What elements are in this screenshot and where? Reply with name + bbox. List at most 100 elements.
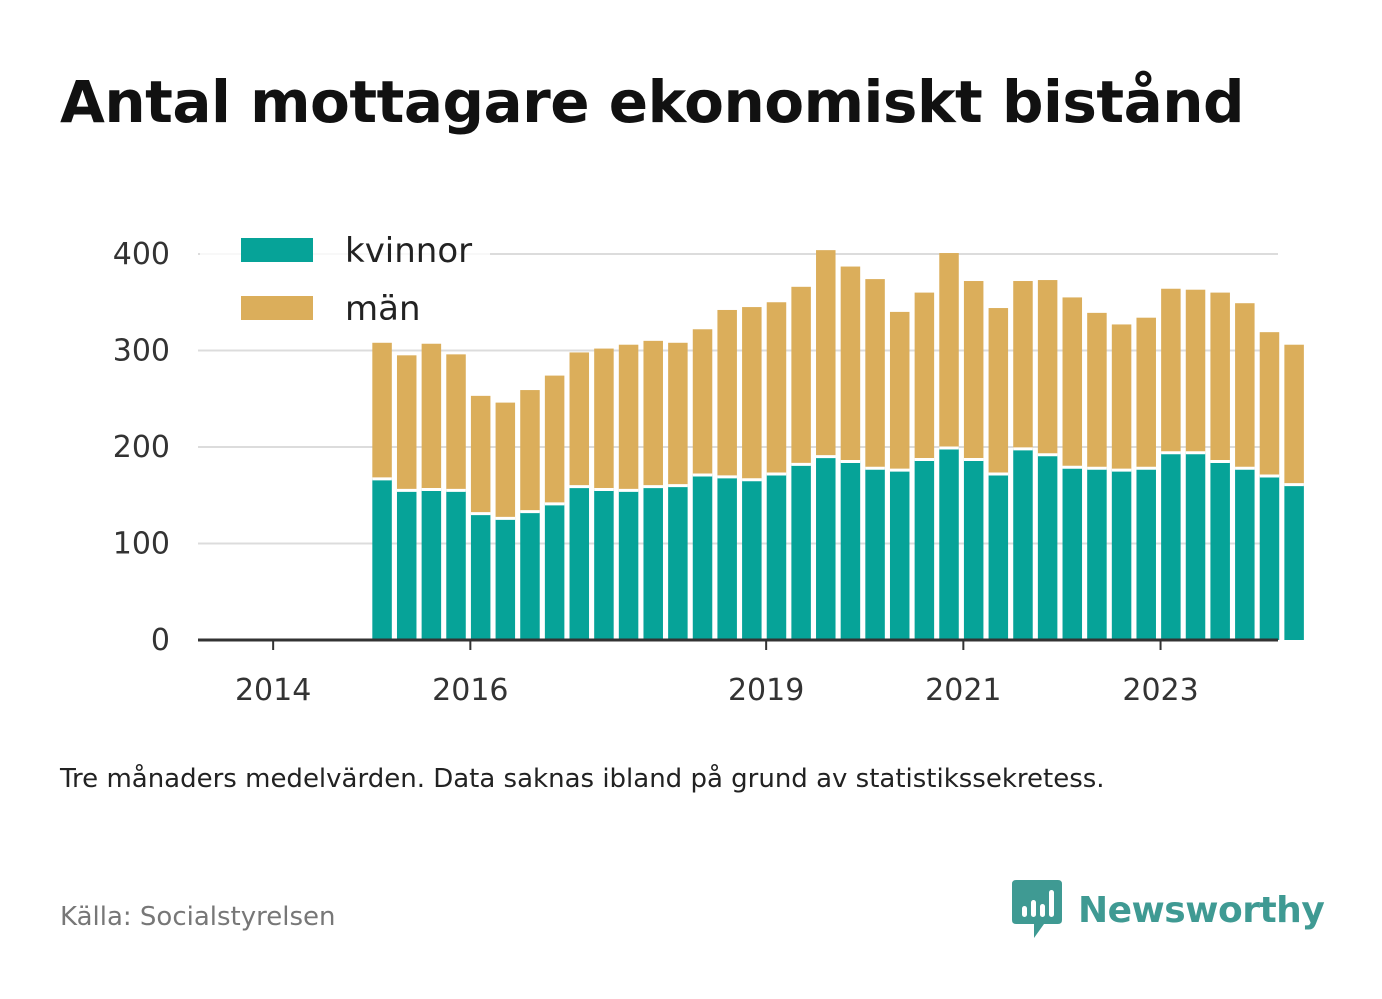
bar-kvinnor <box>865 468 885 640</box>
bar-man <box>1284 344 1304 485</box>
bar-kvinnor <box>742 479 762 640</box>
bar-kvinnor <box>1185 452 1206 640</box>
bar-man <box>1013 281 1033 449</box>
bar-man <box>1161 288 1181 453</box>
bar-man <box>594 348 614 490</box>
x-tick-label: 2023 <box>1122 673 1198 708</box>
bar-kvinnor <box>988 474 1009 640</box>
bar-kvinnor <box>446 490 466 640</box>
y-tick-label: 100 <box>113 527 170 562</box>
legend-swatch <box>241 238 313 262</box>
bar-man <box>1259 332 1280 476</box>
bar-kvinnor <box>520 511 540 640</box>
bar-kvinnor <box>1284 484 1304 640</box>
bar-man <box>470 395 491 514</box>
bar-man <box>495 402 516 519</box>
x-tick-label: 2014 <box>235 673 311 708</box>
bar-kvinnor <box>1210 461 1230 640</box>
bar-man <box>1185 289 1206 453</box>
bar-kvinnor <box>1037 454 1058 640</box>
bar-kvinnor <box>1111 470 1132 640</box>
legend-label: kvinnor <box>345 231 472 271</box>
bar-man <box>1210 292 1230 462</box>
bar-kvinnor <box>766 474 787 640</box>
bar-kvinnor <box>914 459 935 640</box>
bar-kvinnor <box>692 474 713 640</box>
bar-man <box>914 292 935 460</box>
y-tick-label: 300 <box>113 334 170 369</box>
x-tick-label: 2016 <box>432 673 508 708</box>
bar-man <box>544 375 565 504</box>
bar-kvinnor <box>1087 468 1107 640</box>
bar-man <box>372 342 392 479</box>
bar-kvinnor <box>717 476 737 640</box>
bar-kvinnor <box>840 461 861 640</box>
legend-swatch <box>241 296 313 320</box>
bar-kvinnor <box>939 447 959 640</box>
bar-kvinnor <box>421 489 442 640</box>
bar-man <box>1062 297 1083 468</box>
x-axis-ticks: 2014 2016 2019 2021 2023 <box>235 640 1199 708</box>
y-tick-label: 200 <box>113 430 170 465</box>
bar-man <box>643 340 663 487</box>
y-axis-ticks: 0 100 200 300 400 <box>113 237 170 658</box>
bar-man <box>569 352 590 487</box>
bar-kvinnor <box>1259 475 1280 640</box>
bar-man <box>421 343 442 490</box>
bar-man <box>1235 303 1255 469</box>
bar-man <box>939 253 959 448</box>
bar-man <box>618 344 639 491</box>
bar-man <box>988 308 1009 475</box>
bar-man <box>1087 312 1107 469</box>
bar-kvinnor <box>643 486 663 640</box>
chart-note: Tre månaders medelvärden. Data saknas ib… <box>60 764 1105 794</box>
newsworthy-logo: Newsworthy <box>1012 880 1325 940</box>
legend: kvinnor män <box>200 226 490 332</box>
bars <box>372 250 1304 640</box>
bar-kvinnor <box>470 513 491 640</box>
bar-man <box>1037 280 1058 455</box>
bar-kvinnor <box>396 490 417 640</box>
bar-man <box>668 342 688 486</box>
bar-man <box>889 311 910 471</box>
bar-man <box>865 279 885 469</box>
bar-man <box>816 250 836 457</box>
bar-kvinnor <box>963 459 984 640</box>
bar-kvinnor <box>569 486 590 640</box>
source-credit: Källa: Socialstyrelsen <box>60 902 336 932</box>
legend-label: män <box>345 289 421 329</box>
y-tick-label: 400 <box>113 237 170 272</box>
bar-kvinnor <box>544 503 565 640</box>
bar-man <box>1111 324 1132 471</box>
bar-kvinnor <box>816 456 836 640</box>
bar-man <box>840 266 861 462</box>
bar-kvinnor <box>495 518 516 640</box>
chart-title: Antal mottagare ekonomiskt bistånd <box>60 68 1245 136</box>
bar-man <box>766 302 787 475</box>
bar-man <box>717 309 737 477</box>
bar-man <box>791 286 811 465</box>
bar-man <box>692 329 713 475</box>
bar-man <box>963 281 984 460</box>
bar-man <box>520 390 540 512</box>
bar-kvinnor <box>668 485 688 640</box>
y-tick-label: 0 <box>151 623 170 658</box>
bar-kvinnor <box>1161 452 1181 640</box>
bar-kvinnor <box>594 489 614 640</box>
bar-kvinnor <box>618 490 639 640</box>
bar-kvinnor <box>1062 467 1083 640</box>
bar-kvinnor <box>791 464 811 640</box>
bar-man <box>396 355 417 491</box>
bar-man <box>742 307 762 480</box>
bar-kvinnor <box>889 470 910 640</box>
bar-man <box>446 354 466 491</box>
bar-kvinnor <box>1136 468 1156 640</box>
bar-kvinnor <box>372 478 392 640</box>
x-tick-label: 2019 <box>728 673 804 708</box>
bar-kvinnor <box>1013 448 1033 640</box>
bar-kvinnor <box>1235 468 1255 640</box>
newsworthy-bar-chart-icon <box>1012 880 1062 938</box>
x-tick-label: 2021 <box>925 673 1001 708</box>
brand-name: Newsworthy <box>1078 889 1325 931</box>
